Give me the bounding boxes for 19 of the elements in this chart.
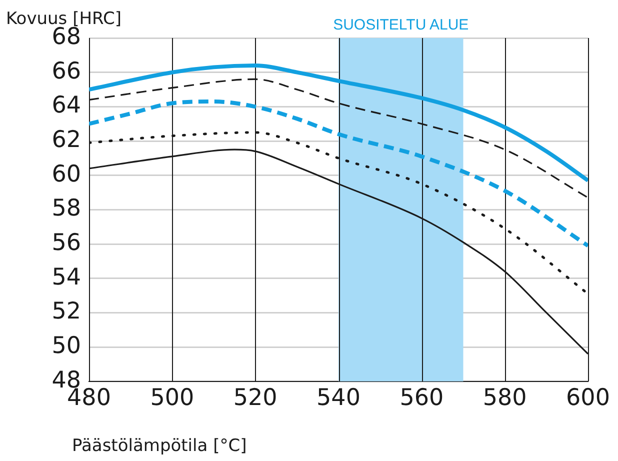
y-tick-label: 60 (52, 161, 81, 188)
y-tick-label: 52 (52, 298, 81, 325)
y-tick-label: 66 (52, 58, 81, 84)
x-tick-label: 580 (482, 385, 527, 412)
x-tick-label: 600 (566, 385, 610, 412)
y-tick-label: 50 (52, 333, 81, 360)
x-axis-title: Päästölämpötila [°C] (72, 436, 247, 456)
y-tick-label: 64 (52, 92, 81, 119)
band-label: SUOSITELTU ALUE (333, 16, 469, 34)
x-tick-label: 540 (316, 385, 360, 412)
x-tick-label: 520 (233, 385, 278, 412)
y-tick-label: 56 (52, 230, 81, 256)
y-tick-label: 62 (52, 126, 81, 153)
y-tick-label: 58 (52, 196, 81, 222)
line-series (89, 100, 588, 248)
y-tick-label: 54 (52, 264, 81, 290)
x-tick-label: 500 (150, 385, 194, 412)
line-series (89, 63, 588, 183)
x-tick-label: 560 (400, 385, 444, 412)
